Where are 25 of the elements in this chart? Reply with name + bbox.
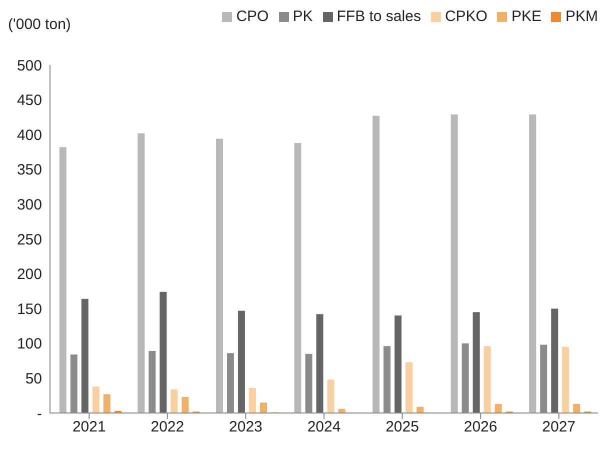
- y-tick-label: 450: [16, 92, 42, 110]
- legend-label: CPKO: [444, 8, 488, 25]
- x-tick-label: 2024: [307, 418, 341, 436]
- y-tick-label: 150: [16, 300, 42, 318]
- legend-label: PKM: [565, 8, 598, 25]
- y-axis-title: ('000 ton): [8, 16, 71, 33]
- legend-label: PK: [292, 8, 313, 25]
- y-tick-label: 300: [16, 196, 42, 214]
- y-tick-label: 200: [16, 266, 42, 284]
- x-tick-label: 2021: [72, 418, 106, 436]
- y-tick-label: -: [37, 405, 42, 422]
- y-tick-label: 50: [25, 370, 42, 388]
- x-tick-label: 2026: [464, 418, 498, 436]
- y-tick-label: 400: [16, 126, 42, 144]
- y-tick-label: 250: [16, 231, 42, 248]
- legend-label: FFB to sales: [336, 8, 421, 25]
- x-tick-label: 2022: [150, 418, 184, 436]
- y-tick-label: 100: [16, 336, 42, 353]
- x-tick-label: 2027: [542, 418, 576, 436]
- legend-label: CPO: [236, 8, 269, 25]
- legend-label: PKE: [511, 8, 542, 25]
- y-tick-label: 500: [16, 57, 42, 74]
- x-tick-label: 2025: [386, 418, 419, 436]
- x-tick-label: 2023: [229, 418, 262, 436]
- y-tick-label: 350: [16, 162, 42, 179]
